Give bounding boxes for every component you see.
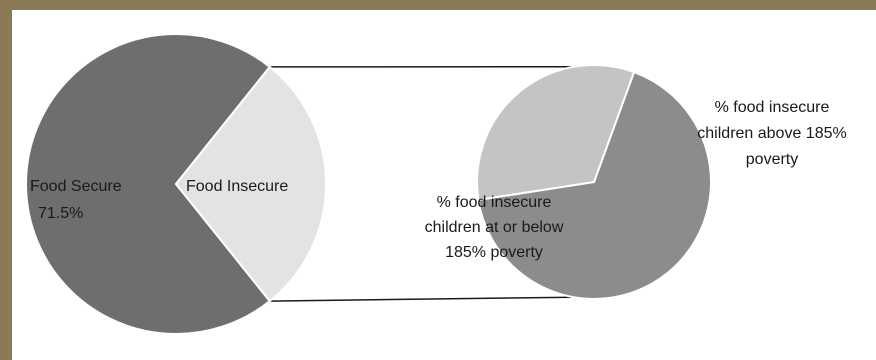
- breakdown-pie-slice-1: [476, 64, 636, 202]
- main-pie: [25, 33, 327, 335]
- breakdown-pie: [476, 64, 712, 300]
- below-poverty-label-line3: 185% poverty: [445, 244, 543, 261]
- below-poverty-label-line2: children at or below: [425, 219, 564, 236]
- above-poverty-label-line1: % food insecure: [715, 99, 830, 116]
- food-secure-label: Food Secure: [30, 178, 122, 195]
- main-pie-slice-0: [25, 33, 272, 335]
- main-pie-slice-1: [174, 65, 327, 303]
- above-poverty-label-line2: children above 185%: [697, 125, 846, 142]
- food-secure-value-label: 71.5%: [38, 205, 83, 222]
- food-insecure-label: Food Insecure: [186, 178, 288, 195]
- below-poverty-label-line1: % food insecure: [437, 194, 552, 211]
- breakdown-pie-slice-0: [477, 70, 712, 300]
- above-poverty-label-line3: poverty: [746, 151, 798, 168]
- connector-line-bottom: [269, 296, 574, 302]
